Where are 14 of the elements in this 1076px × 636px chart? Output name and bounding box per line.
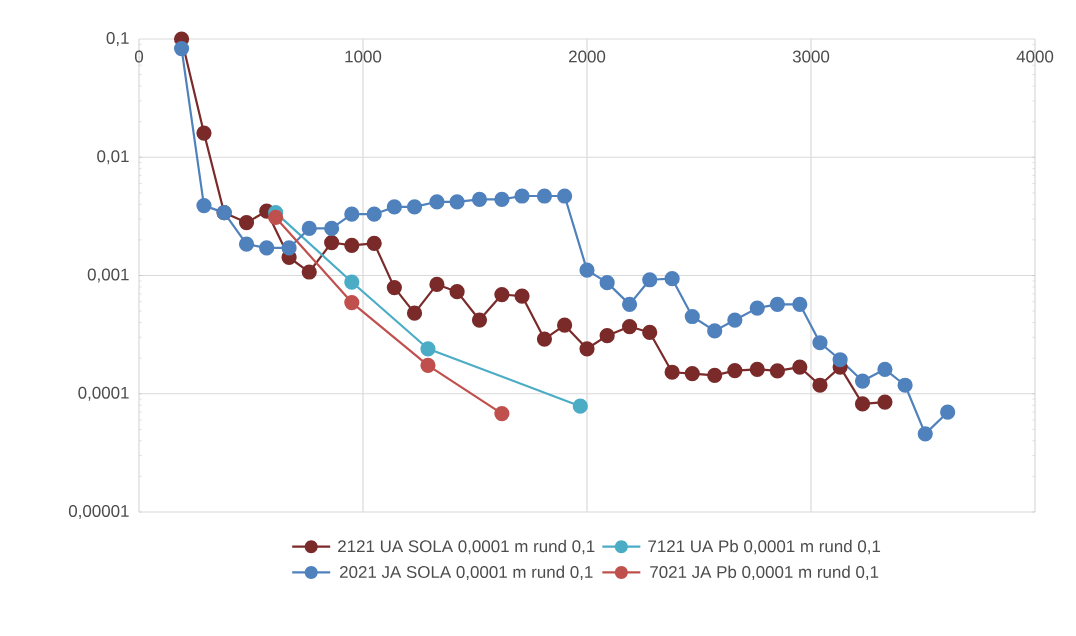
legend-label: 2021 JA SOLA 0,0001 m rund 0,1 — [340, 565, 593, 581]
x-tick-label: 3000 — [792, 50, 830, 63]
x-tick-label: 4000 — [1016, 50, 1054, 63]
legend-label: 7121 UA Pb 0,0001 m rund 0,1 — [648, 539, 881, 555]
x-tick-label: 2000 — [569, 50, 606, 63]
x-tick-label: 1000 — [345, 50, 382, 63]
legend-label: 7021 JA Pb 0,0001 m rund 0,1 — [650, 565, 879, 581]
y-tick-label: 0,0001 — [78, 386, 129, 401]
x-tick-label: 0 — [134, 50, 144, 63]
y-tick-label: 0,01 — [97, 150, 129, 165]
y-tick-label: 0,1 — [106, 32, 129, 46]
y-tick-label: 0,00001 — [68, 504, 129, 519]
y-tick-label: 0,001 — [87, 268, 129, 283]
legend-label: 2121 UA SOLA 0,0001 m rund 0,1 — [338, 539, 595, 555]
